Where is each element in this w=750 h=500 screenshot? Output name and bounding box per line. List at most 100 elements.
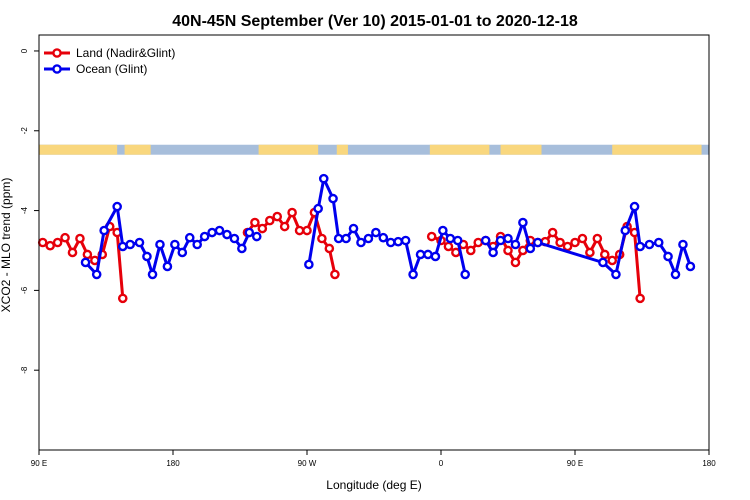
data-point (147, 269, 158, 280)
data-point (385, 237, 396, 248)
data-point (611, 269, 621, 280)
data-point (371, 227, 381, 238)
data-point (37, 237, 48, 248)
land-band (258, 144, 319, 155)
data-point (443, 241, 454, 252)
data-point (635, 293, 645, 304)
series-ocean (80, 173, 696, 280)
x-tick-label: 90 W (298, 459, 317, 468)
data-point (80, 257, 91, 268)
y-tick-label: 0 (20, 48, 29, 53)
data-point (532, 237, 543, 248)
data-point (237, 243, 247, 254)
data-point (317, 233, 327, 244)
data-point (510, 257, 521, 268)
data-point (134, 237, 145, 248)
data-point (75, 233, 85, 244)
data-point (155, 239, 165, 250)
data-point (518, 217, 528, 228)
data-point (393, 236, 403, 247)
data-point (330, 269, 340, 280)
data-point (400, 235, 411, 246)
data-point (302, 225, 312, 236)
data-point (170, 239, 180, 250)
legend: Land (Nadir&Glint) Ocean (Glint) (44, 46, 175, 76)
y-axis: 0 -2 -4 -6 -8 (20, 48, 39, 374)
data-point (408, 269, 418, 280)
data-point (67, 247, 78, 258)
land-band (429, 144, 490, 155)
data-point (460, 269, 470, 280)
data-point (607, 255, 618, 266)
data-point (333, 233, 344, 244)
y-axis-label: XCO2 - MLO trend (ppm) (0, 178, 13, 313)
chart-title: 40N-45N September (Ver 10) 2015-01-01 to… (172, 13, 578, 30)
series-line (246, 211, 337, 275)
data-point (426, 231, 437, 242)
data-point (445, 233, 456, 244)
data-point (207, 227, 217, 238)
y-tick-label: -6 (20, 286, 29, 294)
legend-item: Land (Nadir&Glint) (44, 46, 175, 60)
data-point (287, 207, 297, 218)
data-point (678, 239, 688, 250)
land-band (612, 144, 702, 155)
y-tick-label: -8 (20, 366, 29, 374)
data-point (438, 225, 448, 236)
data-point (142, 251, 152, 262)
data-point (348, 223, 359, 234)
data-point (585, 247, 595, 258)
data-point (304, 259, 314, 270)
data-point (653, 237, 664, 248)
data-point (465, 245, 476, 256)
data-point (592, 233, 603, 244)
data-point (117, 293, 128, 304)
x-tick-label: 90 E (31, 459, 47, 468)
x-tick-label: 90 E (567, 459, 583, 468)
data-point (510, 239, 521, 250)
data-point (629, 201, 640, 212)
data-point (562, 241, 573, 252)
data-point (525, 243, 536, 254)
data-point (480, 235, 491, 246)
data-point (177, 247, 188, 258)
data-point (663, 251, 673, 262)
data-point (363, 233, 374, 244)
data-point (473, 237, 484, 248)
ocean-band (39, 144, 709, 155)
land-band (124, 144, 151, 155)
land-band (500, 144, 542, 155)
data-point (192, 239, 202, 250)
data-point (599, 249, 610, 260)
data-point (378, 232, 389, 243)
data-point (222, 229, 232, 240)
data-point (250, 217, 260, 228)
series-land (37, 207, 645, 304)
data-point (294, 225, 305, 236)
data-point (91, 269, 102, 280)
data-point (272, 211, 283, 222)
land-band (336, 144, 348, 155)
data-point (598, 257, 608, 268)
y-tick-label: -4 (20, 206, 29, 214)
data-point (162, 261, 173, 272)
data-point (214, 225, 225, 236)
plot-frame (38, 34, 710, 451)
data-point (503, 233, 513, 244)
data-point (318, 173, 329, 184)
data-point (125, 239, 135, 250)
data-point (635, 241, 645, 252)
data-point (82, 249, 93, 260)
data-point (415, 249, 426, 260)
data-point (279, 221, 290, 232)
series-layer (37, 173, 696, 304)
data-point (547, 227, 558, 238)
legend-label: Ocean (Glint) (76, 62, 147, 76)
x-tick-label: 0 (439, 459, 444, 468)
data-point (117, 241, 128, 252)
data-point (45, 240, 55, 251)
data-point (685, 261, 696, 272)
data-point (503, 245, 513, 256)
data-point (423, 249, 433, 260)
